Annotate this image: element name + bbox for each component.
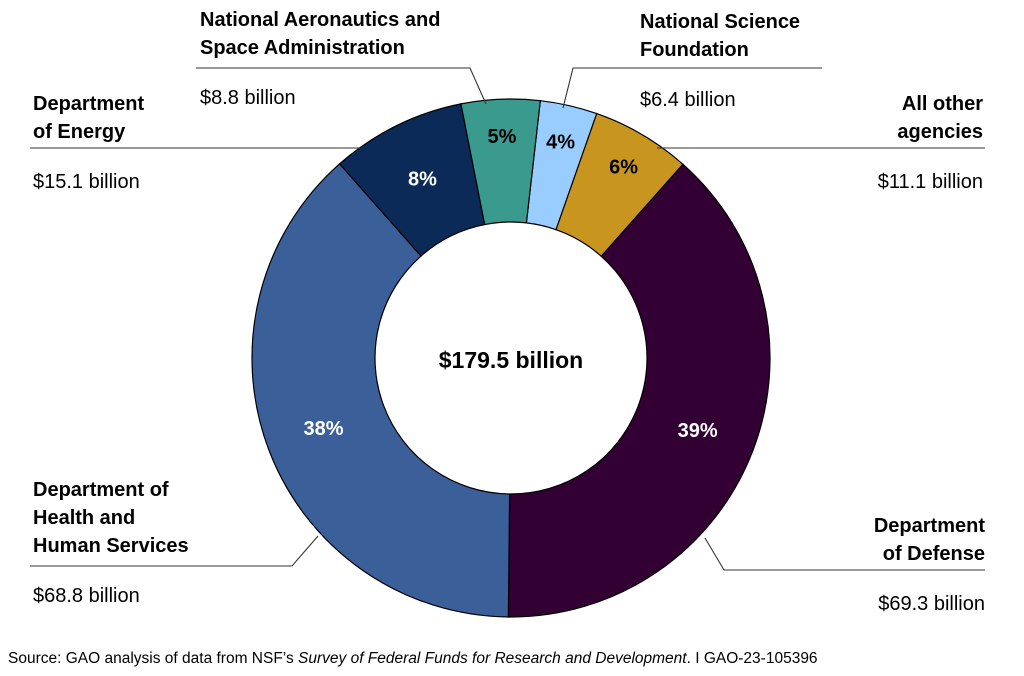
percent-label-department-of-defense: 39% <box>678 420 718 442</box>
category-label-department-of-health-and-human-services: Department of <box>33 479 169 501</box>
leader-lines <box>30 67 985 571</box>
category-label-department-of-defense: of Defense <box>883 543 985 565</box>
category-label-national-aeronautics-and-space-administration: National Aeronautics and <box>200 9 440 31</box>
slice-department-of-health-and-human-services <box>251 162 511 618</box>
category-label-national-science-foundation: Foundation <box>640 39 749 61</box>
percent-label-national-science-foundation: 4% <box>546 132 575 154</box>
amount-label-all-other-agencies: $11.1 billion <box>878 171 983 193</box>
source-note: Source: GAO analysis of data from NSF’s … <box>8 650 818 668</box>
category-label-department-of-energy: of Energy <box>33 121 126 143</box>
amount-label-department-of-energy: $15.1 billion <box>33 171 140 193</box>
slice-labels: 4% National Science Foundation $6.4 billion… <box>33 9 985 615</box>
amount-label-department-of-defense: $69.3 billion <box>878 593 985 615</box>
leader-department-of-health-and-human-services <box>30 535 319 567</box>
category-label-department-of-health-and-human-services: Human Services <box>33 535 189 557</box>
source-prefix: Source: GAO analysis of data from NSF’s <box>8 650 299 667</box>
category-label-department-of-health-and-human-services: Health and <box>33 507 135 529</box>
center-total-label: $179.5 billion <box>439 347 583 373</box>
leader-national-science-foundation <box>562 67 822 109</box>
amount-label-national-aeronautics-and-space-administration: $8.8 billion <box>200 87 296 109</box>
category-label-national-science-foundation: National Science <box>640 11 800 33</box>
leader-department-of-defense <box>704 537 985 571</box>
category-label-department-of-energy: Department <box>33 93 144 115</box>
amount-label-department-of-health-and-human-services: $68.8 billion <box>33 585 140 607</box>
source-suffix: . I GAO-23-105396 <box>686 650 818 667</box>
category-label-all-other-agencies: agencies <box>897 121 983 143</box>
slice-department-of-defense <box>507 163 771 618</box>
leader-national-aeronautics-and-space-administration <box>196 67 487 105</box>
category-label-all-other-agencies: All other <box>902 93 983 115</box>
percent-label-department-of-health-and-human-services: 38% <box>304 418 344 440</box>
slice-national-aeronautics-and-space-administration <box>460 98 541 226</box>
amount-label-national-science-foundation: $6.4 billion <box>640 89 736 111</box>
percent-label-department-of-energy: 8% <box>408 169 437 191</box>
percent-label-all-other-agencies: 6% <box>609 157 638 179</box>
percent-label-national-aeronautics-and-space-administration: 5% <box>488 126 517 148</box>
source-survey-title: Survey of Federal Funds for Research and… <box>298 650 687 667</box>
donut-slices <box>251 98 771 618</box>
category-label-department-of-defense: Department <box>874 515 985 537</box>
category-label-national-aeronautics-and-space-administration: Space Administration <box>200 37 405 59</box>
